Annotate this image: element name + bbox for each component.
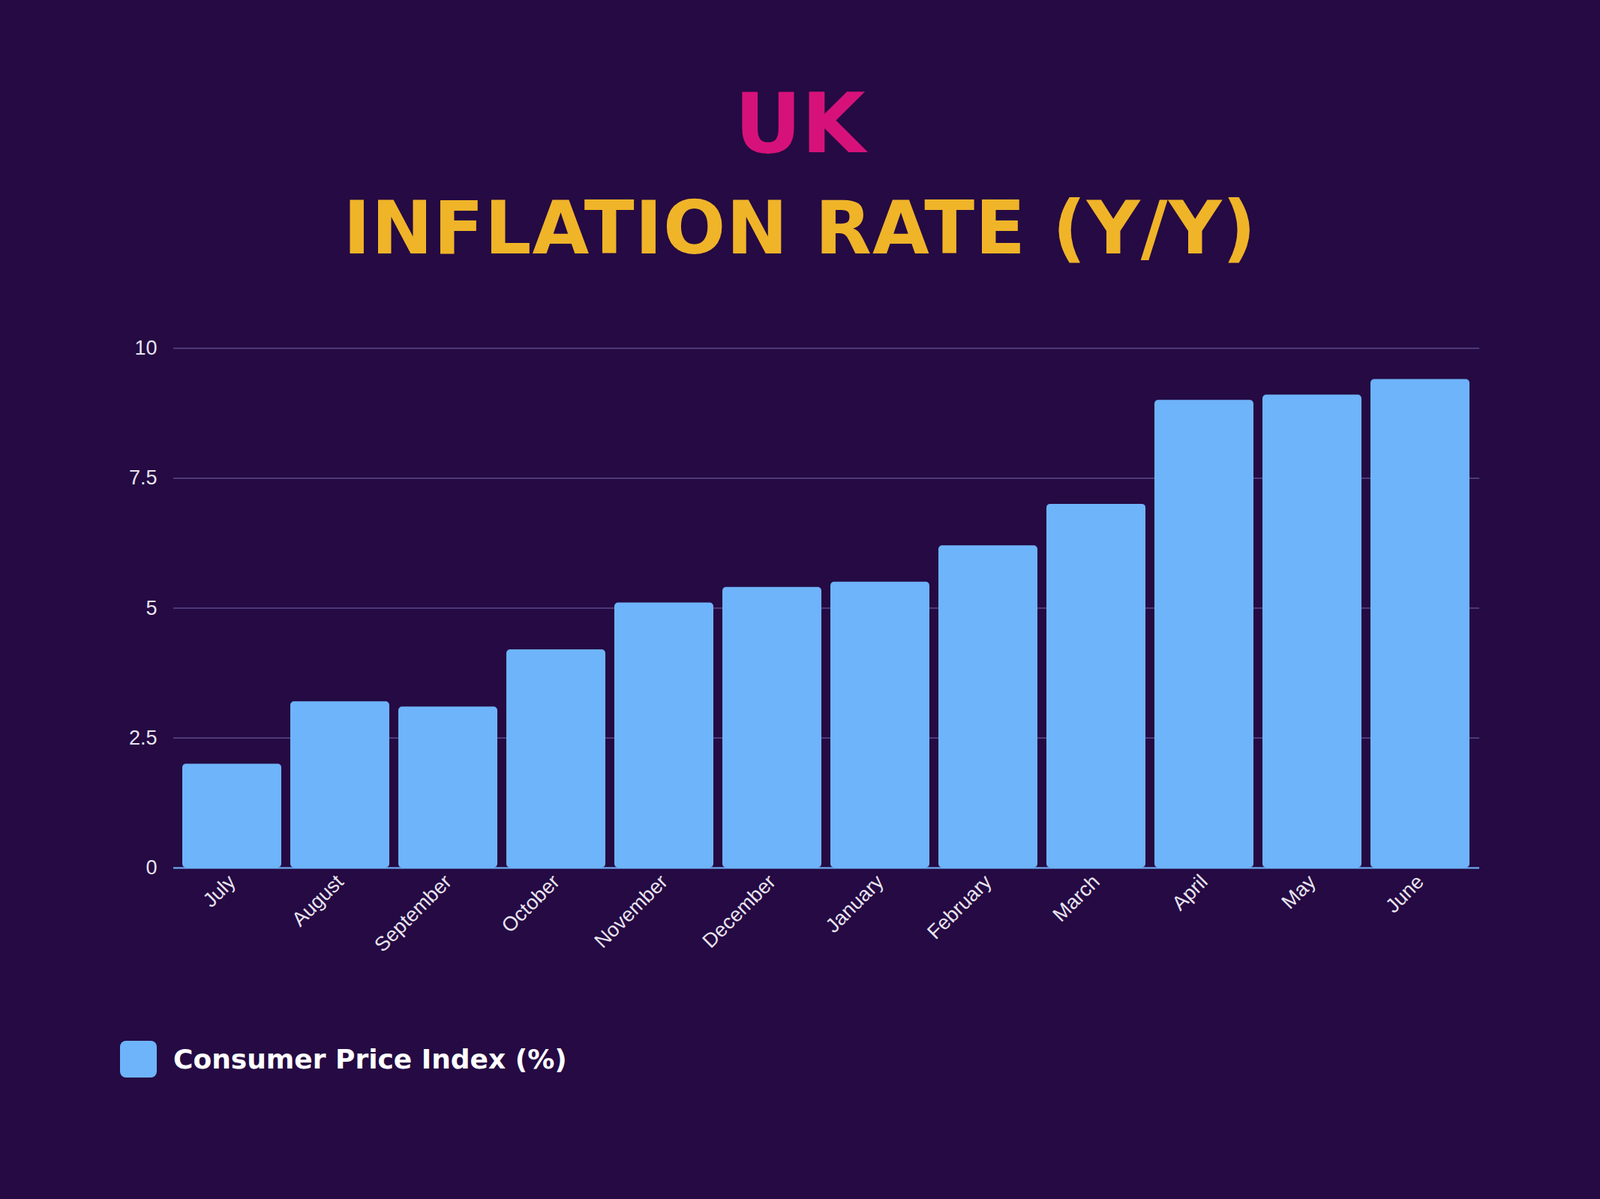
svg-text:5: 5 bbox=[145, 597, 157, 620]
svg-text:0: 0 bbox=[145, 856, 157, 880]
svg-text:September: September bbox=[369, 870, 457, 958]
svg-text:2.5: 2.5 bbox=[129, 726, 158, 750]
svg-text:May: May bbox=[1277, 870, 1321, 914]
svg-text:August: August bbox=[287, 870, 349, 931]
svg-text:July: July bbox=[198, 870, 241, 913]
html-text:Consumer Price Index (%): Consumer Price Index (%) bbox=[173, 1044, 567, 1075]
svg-text:March: March bbox=[1048, 870, 1105, 927]
svg-text:June: June bbox=[1380, 870, 1429, 919]
svg-text:December: December bbox=[698, 870, 781, 953]
svg-text:7.5: 7.5 bbox=[129, 466, 158, 490]
svg-text:10: 10 bbox=[134, 336, 157, 360]
svg-text:January: January bbox=[821, 870, 889, 937]
svg-text:November: November bbox=[590, 870, 673, 953]
svg-text:February: February bbox=[922, 870, 997, 944]
html-text:UK: UK bbox=[734, 75, 866, 172]
svg-text:October: October bbox=[497, 870, 565, 938]
svg-text:April: April bbox=[1167, 870, 1212, 916]
html-text:INFLATION RATE (Y/Y): INFLATION RATE (Y/Y) bbox=[343, 185, 1257, 271]
